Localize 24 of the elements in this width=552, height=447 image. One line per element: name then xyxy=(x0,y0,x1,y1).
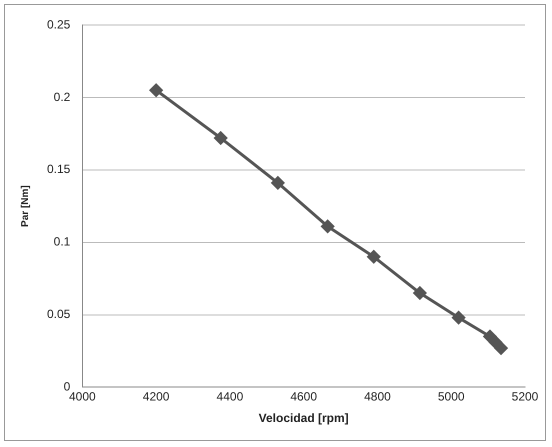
point xyxy=(271,176,284,190)
x-tick-label: 5200 xyxy=(512,390,539,404)
y-tick-label: 0 xyxy=(64,380,71,394)
x-axis-title: Velocidad [rpm] xyxy=(258,411,349,426)
point xyxy=(367,250,380,264)
x-tick-label: 4800 xyxy=(364,390,392,404)
point xyxy=(321,220,334,233)
point xyxy=(452,311,466,324)
x-tick-label: 4200 xyxy=(142,390,170,404)
point xyxy=(214,132,228,145)
point xyxy=(483,330,496,343)
point xyxy=(494,342,508,355)
x-tick-label: 5000 xyxy=(438,390,465,404)
y-tick-label: 0.1 xyxy=(54,234,71,249)
y-axis-title: Par [Nm] xyxy=(20,185,31,227)
y-tick-label: 0.2 xyxy=(54,90,71,104)
point xyxy=(413,286,426,300)
y-tick-label: 0.25 xyxy=(46,17,71,32)
y-tick-label: 0.05 xyxy=(46,307,71,322)
y-tick-label: 0.15 xyxy=(46,162,71,176)
point xyxy=(150,84,163,97)
x-tick-label: 4600 xyxy=(290,390,318,404)
x-tick-label: 4000 xyxy=(69,390,96,404)
x-tick-label: 4400 xyxy=(216,390,244,404)
